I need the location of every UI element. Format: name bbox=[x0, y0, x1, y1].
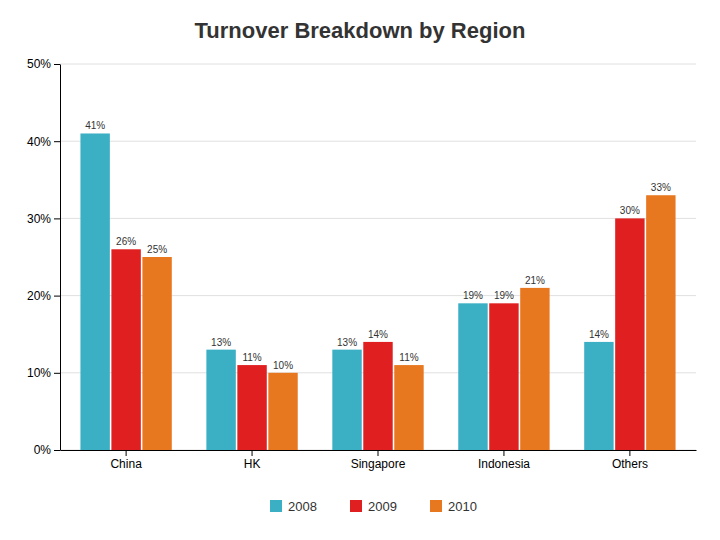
data-label: 30% bbox=[620, 205, 640, 216]
x-tick-mark bbox=[378, 450, 379, 456]
y-tick-label: 0% bbox=[34, 443, 52, 457]
bar bbox=[332, 350, 361, 450]
x-tick-label: China bbox=[110, 457, 142, 471]
bar bbox=[584, 342, 613, 450]
plot: 41% 13% 13% 19% 14% 26% 11% 14% 19% 30% 25% 10% 11% 2… bbox=[27, 57, 697, 470]
x-tick-label: Singapore bbox=[351, 457, 406, 471]
data-label: 19% bbox=[463, 290, 483, 301]
legend-swatch bbox=[350, 500, 362, 512]
series bbox=[80, 133, 613, 450]
data-label: 21% bbox=[525, 275, 545, 286]
y-tick-label: 20% bbox=[27, 289, 51, 303]
bars bbox=[80, 133, 675, 450]
legend-label: 2010 bbox=[448, 499, 477, 514]
x-tick-mark bbox=[629, 450, 630, 456]
y-tick: 50% bbox=[27, 57, 60, 71]
bar bbox=[237, 365, 266, 450]
y-tick-mark bbox=[54, 296, 60, 297]
data-label: 10% bbox=[273, 360, 293, 371]
y-tick-label: 30% bbox=[27, 212, 51, 226]
legend-item: 2010 bbox=[430, 499, 477, 514]
legend: 2008 2009 2010 bbox=[270, 499, 477, 514]
x-tick-label: HK bbox=[244, 457, 261, 471]
y-tick-label: 40% bbox=[27, 135, 51, 149]
data-label: 25% bbox=[147, 244, 167, 255]
bar bbox=[489, 303, 518, 450]
series bbox=[142, 195, 675, 450]
data-label: 33% bbox=[651, 182, 671, 193]
x-tick-label: Indonesia bbox=[478, 457, 530, 471]
legend-swatch bbox=[270, 500, 282, 512]
bar bbox=[363, 342, 392, 450]
title: Turnover Breakdown by Region bbox=[195, 18, 526, 43]
y-tick-mark bbox=[54, 218, 60, 219]
x-tick-mark bbox=[503, 450, 504, 456]
bar bbox=[268, 373, 297, 450]
grid-line bbox=[60, 64, 696, 65]
bar bbox=[458, 303, 487, 450]
bar bbox=[206, 350, 235, 450]
legend-item: 2008 bbox=[270, 499, 317, 514]
bar bbox=[111, 249, 140, 450]
y-tick: 30% bbox=[27, 212, 60, 226]
bar bbox=[615, 218, 644, 450]
legend-label: 2009 bbox=[368, 499, 397, 514]
y-tick-mark bbox=[54, 450, 60, 451]
data-label: 19% bbox=[494, 290, 514, 301]
x-tick-mark bbox=[252, 450, 253, 456]
data-label: 11% bbox=[242, 352, 261, 363]
y-axis-line bbox=[60, 65, 61, 451]
y-tick-label: 10% bbox=[27, 366, 51, 380]
data-label: 41% bbox=[85, 120, 105, 131]
data-label: 11% bbox=[399, 352, 418, 363]
y-tick-mark bbox=[54, 373, 60, 374]
y-tick: 10% bbox=[27, 366, 60, 380]
legend-item: 2009 bbox=[350, 499, 397, 514]
y-tick: 40% bbox=[27, 135, 60, 149]
legend-label: 2008 bbox=[288, 499, 317, 514]
data-label: 13% bbox=[337, 337, 357, 348]
chart: Turnover Breakdown by Region 41% 13% 13% 19%… bbox=[0, 0, 720, 540]
x-axis: China HK Singapore Indonesia Others bbox=[61, 450, 697, 471]
y-tick-mark bbox=[54, 141, 60, 142]
x-tick-label: Others bbox=[612, 457, 648, 471]
y-tick: 0% bbox=[34, 443, 60, 457]
bar bbox=[646, 195, 675, 450]
data-label: 13% bbox=[211, 337, 231, 348]
data-label: 14% bbox=[589, 329, 609, 340]
y-tick-label: 50% bbox=[27, 57, 51, 71]
series bbox=[111, 218, 644, 450]
x-tick: HK bbox=[244, 450, 261, 471]
grid-line bbox=[60, 141, 696, 142]
x-tick: China bbox=[110, 450, 142, 471]
y-axis: 0% 10% 20% 30% 40% 50% bbox=[27, 57, 61, 457]
legend-swatch bbox=[430, 500, 442, 512]
data-labels: 41% 13% 13% 19% 14% 26% 11% 14% 19% 30% 25% 10% 11% 2… bbox=[85, 120, 671, 370]
y-tick-mark bbox=[54, 64, 60, 65]
x-tick: Singapore bbox=[351, 450, 406, 471]
bar bbox=[80, 133, 109, 450]
bar bbox=[520, 288, 549, 450]
data-label: 14% bbox=[368, 329, 388, 340]
bar bbox=[142, 257, 171, 450]
data-label: 26% bbox=[116, 236, 136, 247]
grid-line bbox=[60, 218, 696, 219]
y-tick: 20% bbox=[27, 289, 60, 303]
x-tick: Others bbox=[612, 450, 648, 471]
bar bbox=[394, 365, 423, 450]
x-tick: Indonesia bbox=[478, 450, 530, 471]
x-tick-mark bbox=[126, 450, 127, 456]
grid bbox=[60, 64, 696, 450]
